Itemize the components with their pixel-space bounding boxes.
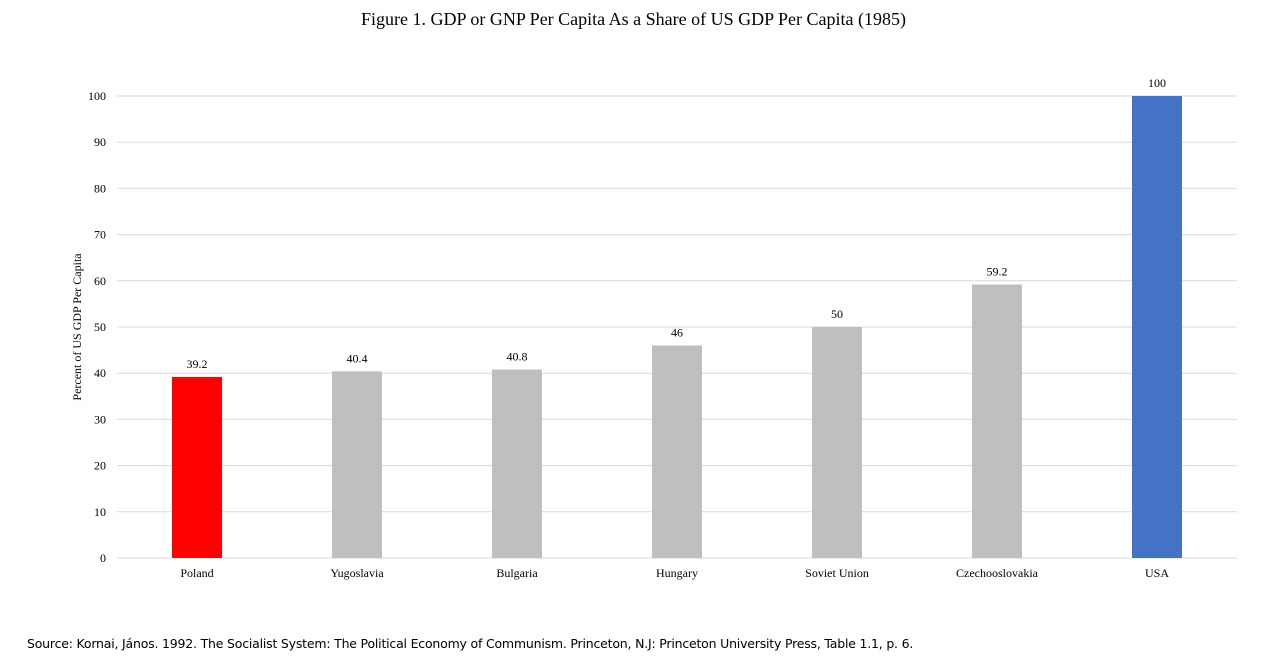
x-axis-ticks: Poland Yugoslavia Bulgaria Hungary Soviet Un… (180, 566, 1169, 580)
bar (652, 345, 702, 558)
data-label: 40.8 (507, 350, 528, 364)
x-tick-label: Soviet Union (805, 566, 869, 580)
bar (332, 371, 382, 558)
y-tick-label: 80 (94, 181, 106, 195)
data-labels: 39.2 40.4 40.8 46 50 59.2 100 (187, 76, 1167, 371)
data-label: 50 (831, 307, 843, 321)
x-tick-label: Hungary (656, 566, 698, 580)
y-axis-ticks: 0 10 20 30 40 50 60 70 80 90 100 (88, 89, 106, 565)
bar (972, 284, 1022, 558)
source-note: Source: Kornai, János. 1992. The Sociali… (27, 636, 914, 651)
bar (172, 376, 222, 558)
y-tick-label: 70 (94, 228, 106, 242)
x-tick-label: Czechooslovakia (956, 566, 1039, 580)
data-label: 100 (1148, 76, 1166, 90)
y-tick-label: 10 (94, 505, 106, 519)
y-tick-label: 60 (94, 274, 106, 288)
chart-title: Figure 1. GDP or GNP Per Capita As a Sha… (361, 9, 906, 29)
bar (492, 369, 542, 558)
x-tick-label: Yugoslavia (330, 566, 384, 580)
x-tick-label: Bulgaria (496, 566, 538, 580)
bar (812, 327, 862, 558)
data-label: 39.2 (187, 357, 208, 371)
y-tick-label: 20 (94, 459, 106, 473)
bars (172, 96, 1182, 558)
y-axis-label: Percent of US GDP Per Capita (70, 253, 84, 401)
y-tick-label: 0 (100, 551, 106, 565)
x-tick-label: Poland (180, 566, 213, 580)
y-tick-label: 50 (94, 320, 106, 334)
data-label: 40.4 (347, 351, 368, 365)
y-tick-label: 30 (94, 412, 106, 426)
y-tick-label: 90 (94, 135, 106, 149)
data-label: 46 (671, 325, 683, 339)
bar (1132, 96, 1182, 558)
data-label: 59.2 (987, 264, 1008, 278)
x-tick-label: USA (1145, 566, 1169, 580)
y-tick-label: 100 (88, 89, 106, 103)
y-tick-label: 40 (94, 366, 106, 380)
